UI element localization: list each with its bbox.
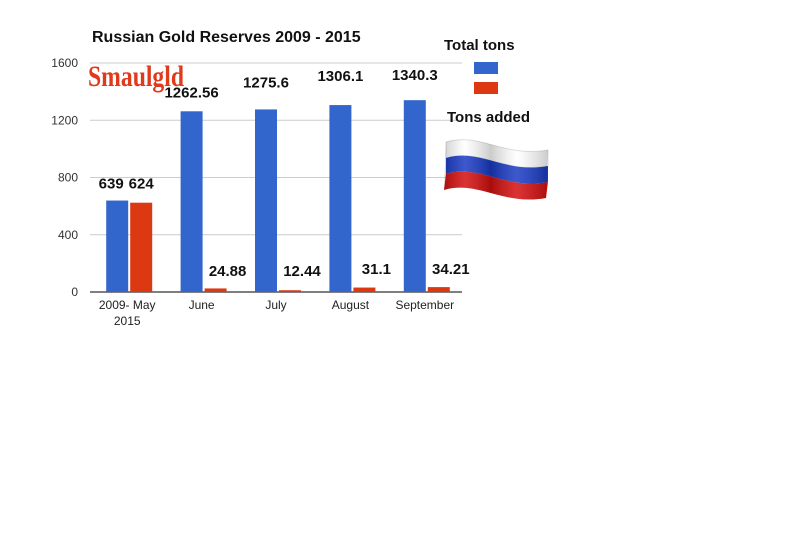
data-labels: 639 624 1262.56 24.88 1275.6 12.44 1306.1 31.1 1… xyxy=(99,67,470,280)
russian-flag-icon xyxy=(444,139,549,200)
legend-swatch-tons-added xyxy=(474,82,498,94)
smaulgld-logo: Smaulgld xyxy=(88,60,184,93)
bars xyxy=(106,100,450,293)
data-label: 1275.6 xyxy=(243,74,289,91)
y-tick-label: 0 xyxy=(71,285,78,299)
x-tick-label: July xyxy=(265,298,286,312)
x-tick-label: June xyxy=(189,298,215,312)
legend-label-total-tons: Total tons xyxy=(444,37,515,54)
bar-tons-added-3 xyxy=(353,287,376,292)
x-axis: 2009- May 2015 June July August September xyxy=(99,298,454,328)
x-tick-label: August xyxy=(332,298,370,312)
x-tick-label: 2015 xyxy=(114,314,141,328)
flag-shading xyxy=(444,139,548,200)
bar-total-tons-1 xyxy=(180,111,203,292)
data-label: 624 xyxy=(129,176,155,193)
y-tick-label: 1600 xyxy=(51,56,78,70)
legend: Total tons Tons added xyxy=(444,37,530,126)
data-label: 639 xyxy=(99,176,124,193)
data-label: 1262.56 xyxy=(164,84,218,101)
legend-label-tons-added: Tons added xyxy=(447,109,530,126)
data-label: 1306.1 xyxy=(317,68,363,85)
data-label: 1340.3 xyxy=(392,67,438,84)
y-tick-label: 400 xyxy=(58,228,78,242)
logo-text: Smaulgld xyxy=(88,60,184,93)
legend-swatch-total-tons xyxy=(474,62,498,74)
data-label: 12.44 xyxy=(283,263,321,280)
bar-tons-added-4 xyxy=(427,287,450,292)
y-axis: 0 400 800 1200 1600 xyxy=(51,56,78,299)
bar-tons-added-0 xyxy=(130,202,153,292)
data-label: 34.21 xyxy=(432,261,470,278)
bar-total-tons-2 xyxy=(255,109,277,292)
bar-tons-added-1 xyxy=(204,288,227,292)
chart-title: Russian Gold Reserves 2009 - 2015 xyxy=(92,29,361,46)
bar-total-tons-4 xyxy=(403,100,426,293)
y-tick-label: 800 xyxy=(58,171,78,185)
x-tick-label: 2009- May xyxy=(99,298,156,312)
data-label: 31.1 xyxy=(362,261,391,278)
data-label: 24.88 xyxy=(209,263,247,280)
bar-total-tons-3 xyxy=(329,105,352,292)
bar-total-tons-0 xyxy=(106,200,129,292)
x-tick-label: September xyxy=(395,298,454,312)
y-tick-label: 1200 xyxy=(51,113,78,127)
bar-tons-added-2 xyxy=(279,290,301,292)
